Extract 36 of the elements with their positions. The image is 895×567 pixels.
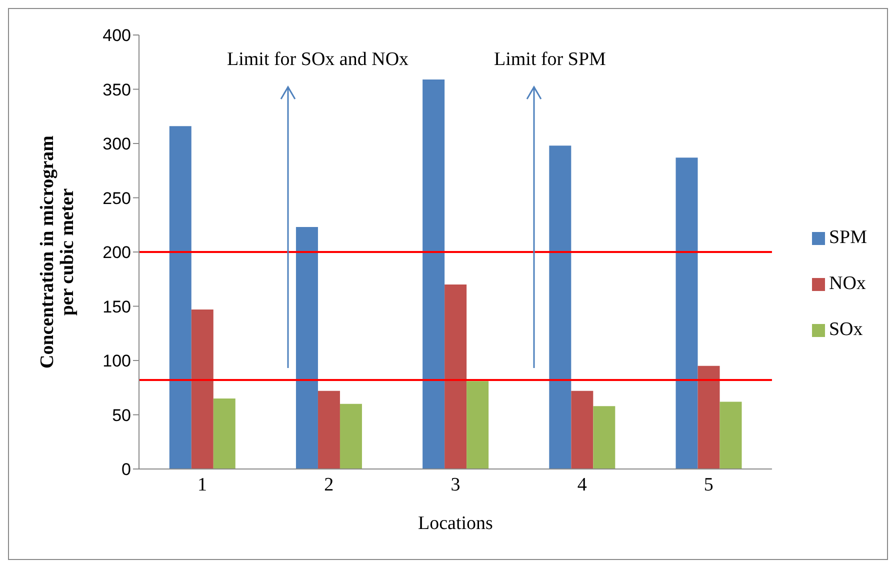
x-tick-label: 2 [324,474,334,496]
x-tick-label: 1 [198,474,208,496]
bar [169,126,192,469]
bar [593,406,616,469]
y-tick-label: 350 [102,80,131,100]
bar [213,398,236,469]
y-tick-label: 100 [102,352,131,371]
bar [340,404,362,469]
bar [466,381,489,469]
x-axis-title: Locations [418,513,493,534]
x-tick-label: 5 [704,474,714,496]
y-tick-label: 300 [102,134,131,154]
bar [296,227,318,469]
legend-label: SOx [828,319,863,340]
annotation: Limit for SPM [494,49,606,71]
annotation: Limit for SOx and NOx [227,49,409,71]
bar [549,146,572,469]
legend-label: NOx [828,273,866,294]
x-tick-label: 4 [577,474,588,496]
bar [571,390,594,469]
bar [720,402,742,469]
bar [676,158,698,469]
y-axis-title: Concentration in microgram per cubic meter [37,135,78,368]
bar [444,284,467,469]
bar [318,390,340,469]
y-tick-label: 0 [122,460,131,480]
y-tick-label: 200 [102,243,131,262]
legend-label: SPM [828,227,867,248]
y-tick-label: 50 [112,406,131,425]
y-tick-label: 400 [102,26,131,46]
bar [191,310,214,469]
y-tick-label: 250 [102,188,131,208]
y-tick-label: 150 [102,297,131,316]
x-tick-label: 3 [450,474,460,496]
bar [698,366,720,469]
bar [422,79,445,469]
